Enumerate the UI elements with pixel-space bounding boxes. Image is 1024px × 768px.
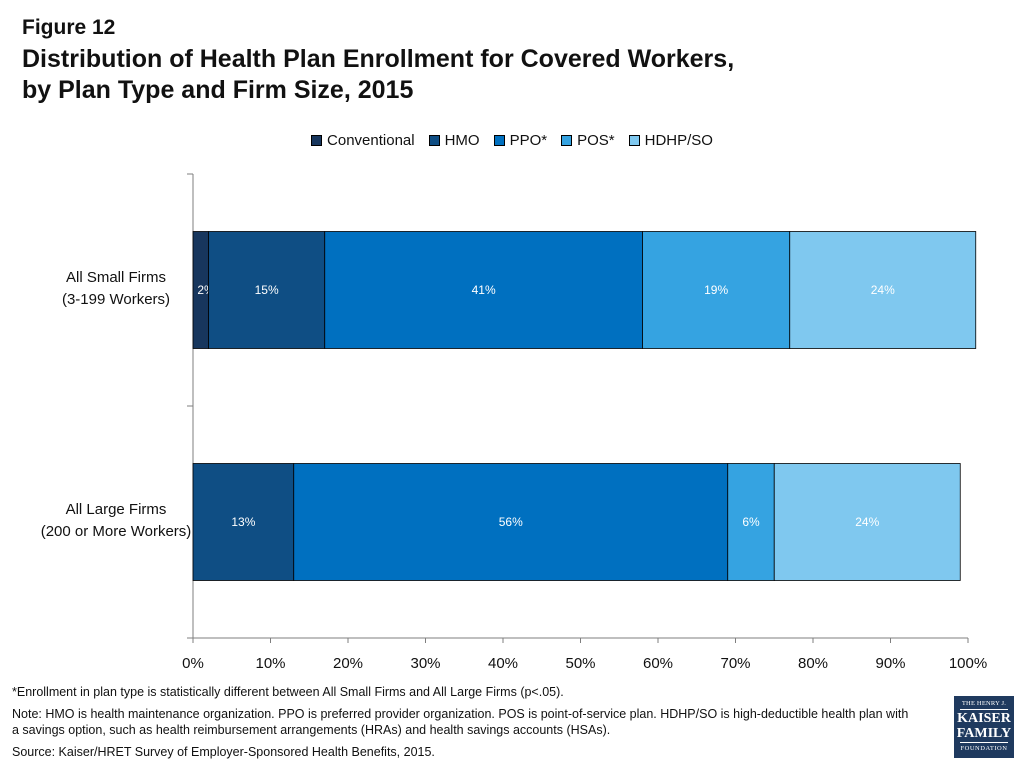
logo-line-2: KAISER — [957, 711, 1011, 726]
chart-title: Distribution of Health Plan Enrollment f… — [22, 44, 922, 106]
bar-segment — [789, 231, 977, 349]
x-tick-label: 30% — [410, 655, 440, 672]
legend-swatch — [561, 135, 573, 146]
legend-label: POS* — [577, 132, 615, 149]
chart-title-line-2: by Plan Type and Firm Size, 2015 — [22, 76, 414, 104]
data-label: 41% — [472, 283, 496, 297]
data-label: 24% — [871, 283, 895, 297]
x-tick-label: 10% — [255, 655, 285, 672]
data-label: 6% — [742, 515, 760, 529]
legend-label: Conventional — [327, 132, 415, 149]
bar-segment — [192, 463, 295, 581]
data-label: 24% — [855, 515, 879, 529]
bar-segment — [773, 463, 961, 581]
x-tick-label: 20% — [333, 655, 363, 672]
chart-title-line-1: Distribution of Health Plan Enrollment f… — [22, 45, 735, 73]
x-tick-label: 80% — [798, 655, 828, 672]
data-label: 19% — [704, 283, 728, 297]
legend-swatch — [311, 135, 323, 146]
bar-segment — [642, 231, 791, 349]
legend-swatch — [493, 135, 505, 146]
legend-label: PPO* — [509, 132, 548, 149]
x-tick-label: 40% — [488, 655, 518, 672]
legend-label: HDHP/SO — [644, 132, 713, 149]
data-label: 15% — [255, 283, 279, 297]
footnote: *Enrollment in plan type is statisticall… — [12, 685, 564, 699]
category-label-line-1: All Small Firms — [66, 269, 166, 286]
legend-item-hdhp-so: HDHP/SO — [628, 132, 713, 149]
logo-line-3: FAMILY — [956, 726, 1012, 741]
data-label: 56% — [499, 515, 523, 529]
legend-item-ppo: PPO* — [493, 132, 548, 149]
x-tick-label: 60% — [643, 655, 673, 672]
stacked-bar-chart: 0% 10% 20% 30% 40% 50% 60% 70% 80% 90% 100%2% 15% 41… — [41, 173, 987, 672]
legend-item-conventional: Conventional — [311, 132, 415, 149]
x-tick-label: 100% — [949, 655, 987, 672]
source-text: Source: Kaiser/HRET Survey of Employer-S… — [12, 745, 435, 759]
logo-line-1: THE HENRY J. — [961, 700, 1007, 707]
category-label-line-2: (200 or More Workers) — [41, 523, 192, 540]
category-label-line-2: (3-199 Workers) — [62, 291, 170, 308]
bar-segment — [324, 231, 643, 349]
legend-item-hmo: HMO — [428, 132, 480, 149]
x-tick-label: 0% — [182, 655, 204, 672]
kaiser-family-foundation-logo: THE HENRY J. KAISER FAMILY FOUNDATION — [954, 696, 1014, 758]
legend-swatch — [628, 135, 640, 146]
category-label-line-1: All Large Firms — [66, 501, 167, 518]
x-tick-label: 50% — [565, 655, 595, 672]
x-tick-label: 90% — [875, 655, 905, 672]
figure-label: Figure 12 — [22, 16, 116, 39]
logo-line-4: FOUNDATION — [960, 745, 1008, 752]
legend-swatch — [428, 135, 440, 146]
x-tick-label: 70% — [720, 655, 750, 672]
bar-segment — [208, 231, 326, 349]
legend-item-pos: POS* — [561, 132, 615, 149]
legend-label: HMO — [444, 132, 480, 149]
chart-notes: *Enrollment in plan type is statisticall… — [12, 684, 912, 766]
data-label: 13% — [231, 515, 255, 529]
chart-legend: Conventional HMO PPO* POS* HDHP/SO — [0, 132, 1024, 149]
note-text: Note: HMO is health maintenance organiza… — [12, 707, 909, 737]
